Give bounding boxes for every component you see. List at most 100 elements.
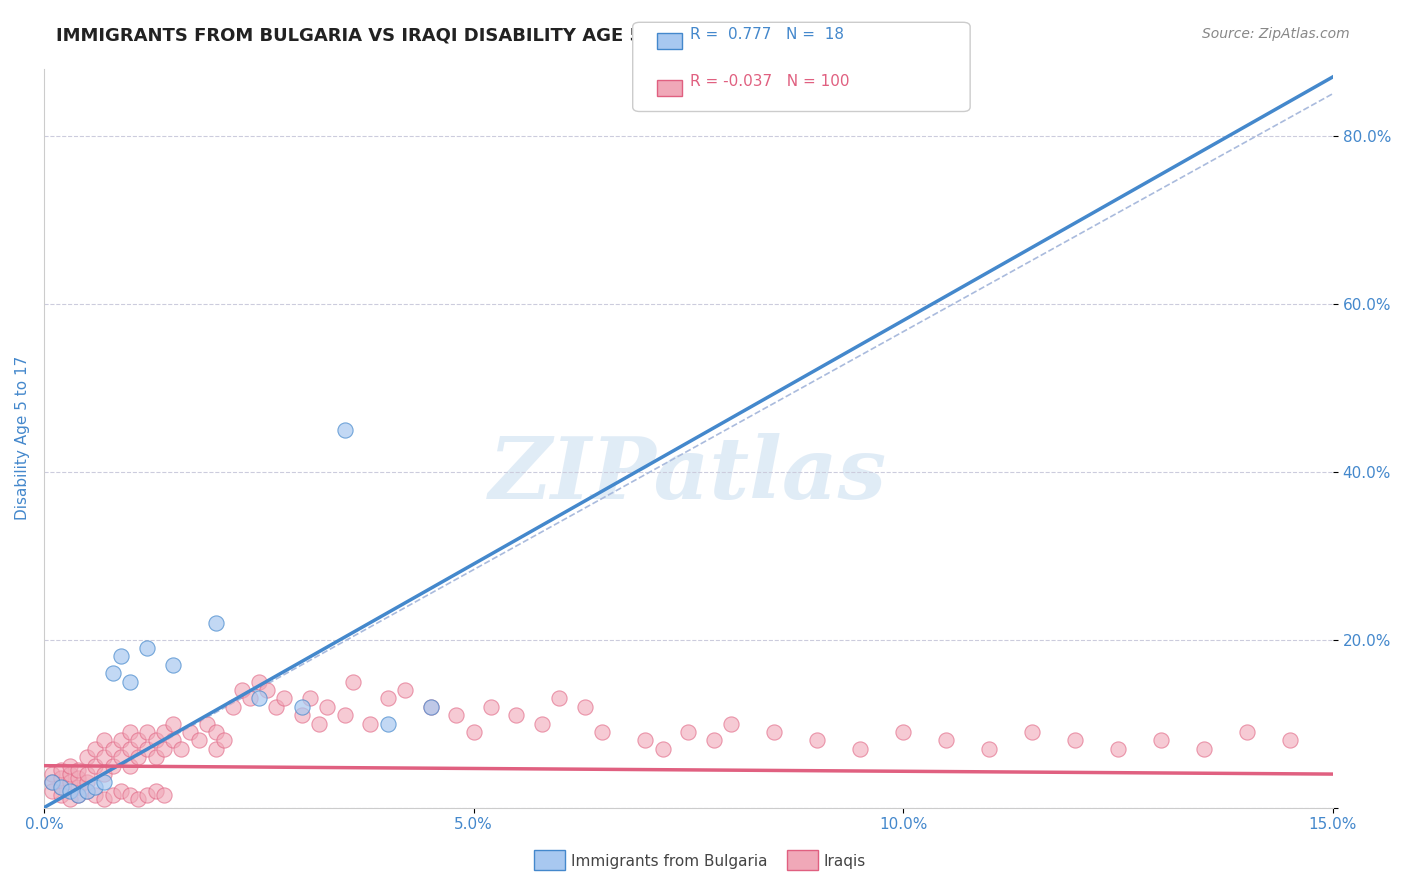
Point	[101, 788, 124, 802]
Point	[118, 725, 141, 739]
Point	[101, 666, 124, 681]
Point	[239, 691, 262, 706]
Point	[162, 733, 184, 747]
Point	[849, 742, 872, 756]
Point	[101, 742, 124, 756]
Point	[118, 674, 141, 689]
Point	[316, 699, 339, 714]
Point	[49, 780, 72, 794]
Point	[291, 708, 314, 723]
Point	[806, 733, 828, 747]
Point	[59, 767, 82, 781]
Point	[67, 780, 90, 794]
Point	[93, 733, 115, 747]
Y-axis label: Disability Age 5 to 17: Disability Age 5 to 17	[15, 356, 30, 520]
Point	[763, 725, 786, 739]
Point	[247, 691, 270, 706]
Point	[463, 725, 485, 739]
Point	[214, 733, 236, 747]
Point	[299, 691, 322, 706]
Point	[1192, 742, 1215, 756]
Point	[204, 742, 226, 756]
Point	[145, 733, 167, 747]
Point	[446, 708, 468, 723]
Point	[93, 767, 115, 781]
Point	[76, 775, 98, 789]
Point	[93, 792, 115, 806]
Point	[136, 742, 159, 756]
Point	[59, 758, 82, 772]
Point	[76, 784, 98, 798]
Point	[479, 699, 502, 714]
Point	[377, 691, 399, 706]
Point	[41, 775, 63, 789]
Point	[1236, 725, 1258, 739]
Point	[179, 725, 201, 739]
Point	[118, 758, 141, 772]
Point	[67, 763, 90, 777]
Point	[127, 750, 149, 764]
Point	[419, 699, 441, 714]
Point	[720, 716, 742, 731]
Point	[67, 788, 90, 802]
Point	[222, 699, 245, 714]
Point	[333, 423, 356, 437]
Point	[1150, 733, 1173, 747]
Point	[76, 784, 98, 798]
Point	[76, 767, 98, 781]
Point	[591, 725, 613, 739]
Point	[394, 683, 416, 698]
Point	[110, 750, 132, 764]
Text: Iraqis: Iraqis	[824, 855, 866, 869]
Point	[59, 792, 82, 806]
Point	[333, 708, 356, 723]
Point	[1021, 725, 1043, 739]
Point	[651, 742, 673, 756]
Point	[84, 780, 107, 794]
Point	[162, 657, 184, 672]
Point	[84, 742, 107, 756]
Text: ZIPatlas: ZIPatlas	[489, 434, 887, 516]
Point	[59, 784, 82, 798]
Point	[256, 683, 278, 698]
Point	[136, 725, 159, 739]
Point	[136, 788, 159, 802]
Point	[419, 699, 441, 714]
Point	[505, 708, 527, 723]
Point	[49, 772, 72, 786]
Point	[291, 699, 314, 714]
Point	[110, 649, 132, 664]
Point	[49, 763, 72, 777]
Text: Source: ZipAtlas.com: Source: ZipAtlas.com	[1202, 27, 1350, 41]
Point	[127, 792, 149, 806]
Text: IMMIGRANTS FROM BULGARIA VS IRAQI DISABILITY AGE 5 TO 17 CORRELATION CHART: IMMIGRANTS FROM BULGARIA VS IRAQI DISABI…	[56, 27, 929, 45]
Point	[204, 615, 226, 630]
Point	[49, 788, 72, 802]
Point	[170, 742, 193, 756]
Point	[110, 784, 132, 798]
Point	[195, 716, 218, 731]
Point	[1278, 733, 1301, 747]
Point	[247, 674, 270, 689]
Point	[1107, 742, 1129, 756]
Point	[162, 716, 184, 731]
Point	[41, 767, 63, 781]
Point	[110, 733, 132, 747]
Text: R =  0.777   N =  18: R = 0.777 N = 18	[690, 27, 845, 42]
Point	[84, 758, 107, 772]
Point	[531, 716, 554, 731]
Point	[264, 699, 287, 714]
Point	[977, 742, 1000, 756]
Point	[67, 788, 90, 802]
Point	[308, 716, 330, 731]
Point	[935, 733, 957, 747]
Point	[204, 725, 226, 739]
Point	[145, 750, 167, 764]
Point	[273, 691, 295, 706]
Point	[548, 691, 571, 706]
Point	[101, 758, 124, 772]
Point	[136, 641, 159, 656]
Point	[153, 725, 176, 739]
Point	[84, 788, 107, 802]
Point	[342, 674, 364, 689]
